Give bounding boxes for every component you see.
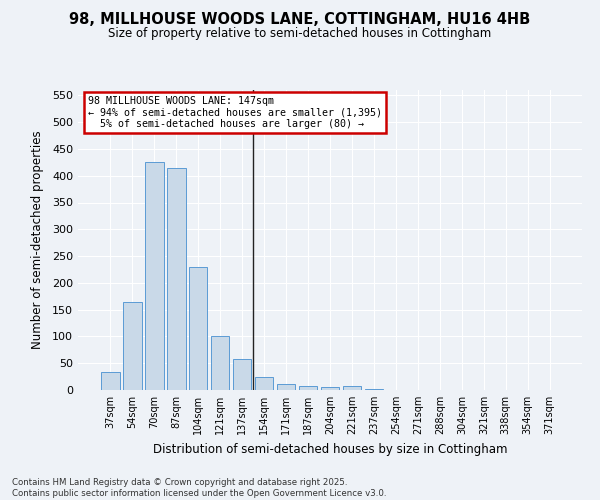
Bar <box>167 168 185 390</box>
Text: Size of property relative to semi-detached houses in Cottingham: Size of property relative to semi-detach… <box>109 28 491 40</box>
Bar <box>320 388 340 390</box>
X-axis label: Distribution of semi-detached houses by size in Cottingham: Distribution of semi-detached houses by … <box>153 442 507 456</box>
Bar <box>343 386 361 390</box>
Bar <box>299 386 317 390</box>
Bar <box>123 302 142 390</box>
Text: 98, MILLHOUSE WOODS LANE, COTTINGHAM, HU16 4HB: 98, MILLHOUSE WOODS LANE, COTTINGHAM, HU… <box>70 12 530 28</box>
Text: Contains HM Land Registry data © Crown copyright and database right 2025.
Contai: Contains HM Land Registry data © Crown c… <box>12 478 386 498</box>
Bar <box>277 384 295 390</box>
Bar <box>101 372 119 390</box>
Y-axis label: Number of semi-detached properties: Number of semi-detached properties <box>31 130 44 350</box>
Bar <box>145 162 164 390</box>
Text: 98 MILLHOUSE WOODS LANE: 147sqm
← 94% of semi-detached houses are smaller (1,395: 98 MILLHOUSE WOODS LANE: 147sqm ← 94% of… <box>88 96 382 129</box>
Bar <box>233 360 251 390</box>
Bar <box>189 267 208 390</box>
Bar <box>255 376 274 390</box>
Bar <box>211 336 229 390</box>
